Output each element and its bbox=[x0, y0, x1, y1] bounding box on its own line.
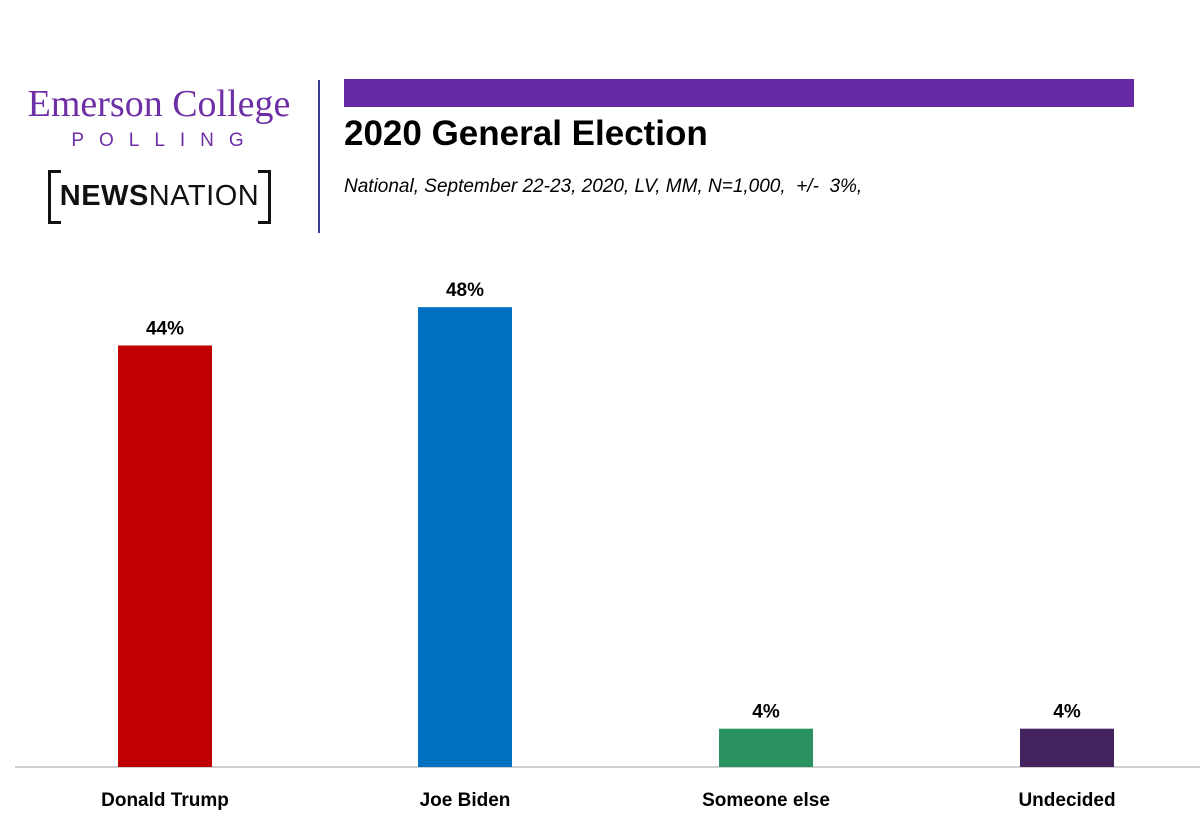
emerson-college-logo: Emerson College bbox=[27, 83, 291, 125]
newsnation-news-text: NEWS bbox=[59, 179, 149, 212]
bar-3 bbox=[1020, 728, 1114, 767]
polling-logo-text: POLLING bbox=[71, 130, 259, 151]
bar-1 bbox=[418, 307, 512, 767]
chart-subtitle: National, September 22-23, 2020, LV, MM,… bbox=[344, 176, 863, 197]
category-label-3: Undecided bbox=[1018, 790, 1115, 811]
logo-right-bracket bbox=[258, 170, 271, 224]
category-label-2: Someone else bbox=[702, 790, 830, 811]
data-label-2: 4% bbox=[752, 702, 780, 723]
category-label-1: Joe Biden bbox=[420, 790, 511, 811]
bar-2 bbox=[719, 728, 813, 767]
header-divider bbox=[318, 80, 320, 233]
newsnation-nation-text: NATION bbox=[148, 179, 260, 212]
data-label-3: 4% bbox=[1053, 702, 1081, 723]
chart-title: 2020 General Election bbox=[344, 114, 708, 153]
category-label-0: Donald Trump bbox=[101, 790, 229, 811]
title-accent-bar bbox=[344, 79, 1134, 107]
data-label-0: 44% bbox=[146, 318, 184, 339]
data-label-1: 48% bbox=[446, 280, 484, 301]
newsnation-logo: NEWS NATION bbox=[48, 170, 271, 224]
logo-left-bracket bbox=[48, 170, 61, 224]
bar-0 bbox=[118, 345, 212, 767]
